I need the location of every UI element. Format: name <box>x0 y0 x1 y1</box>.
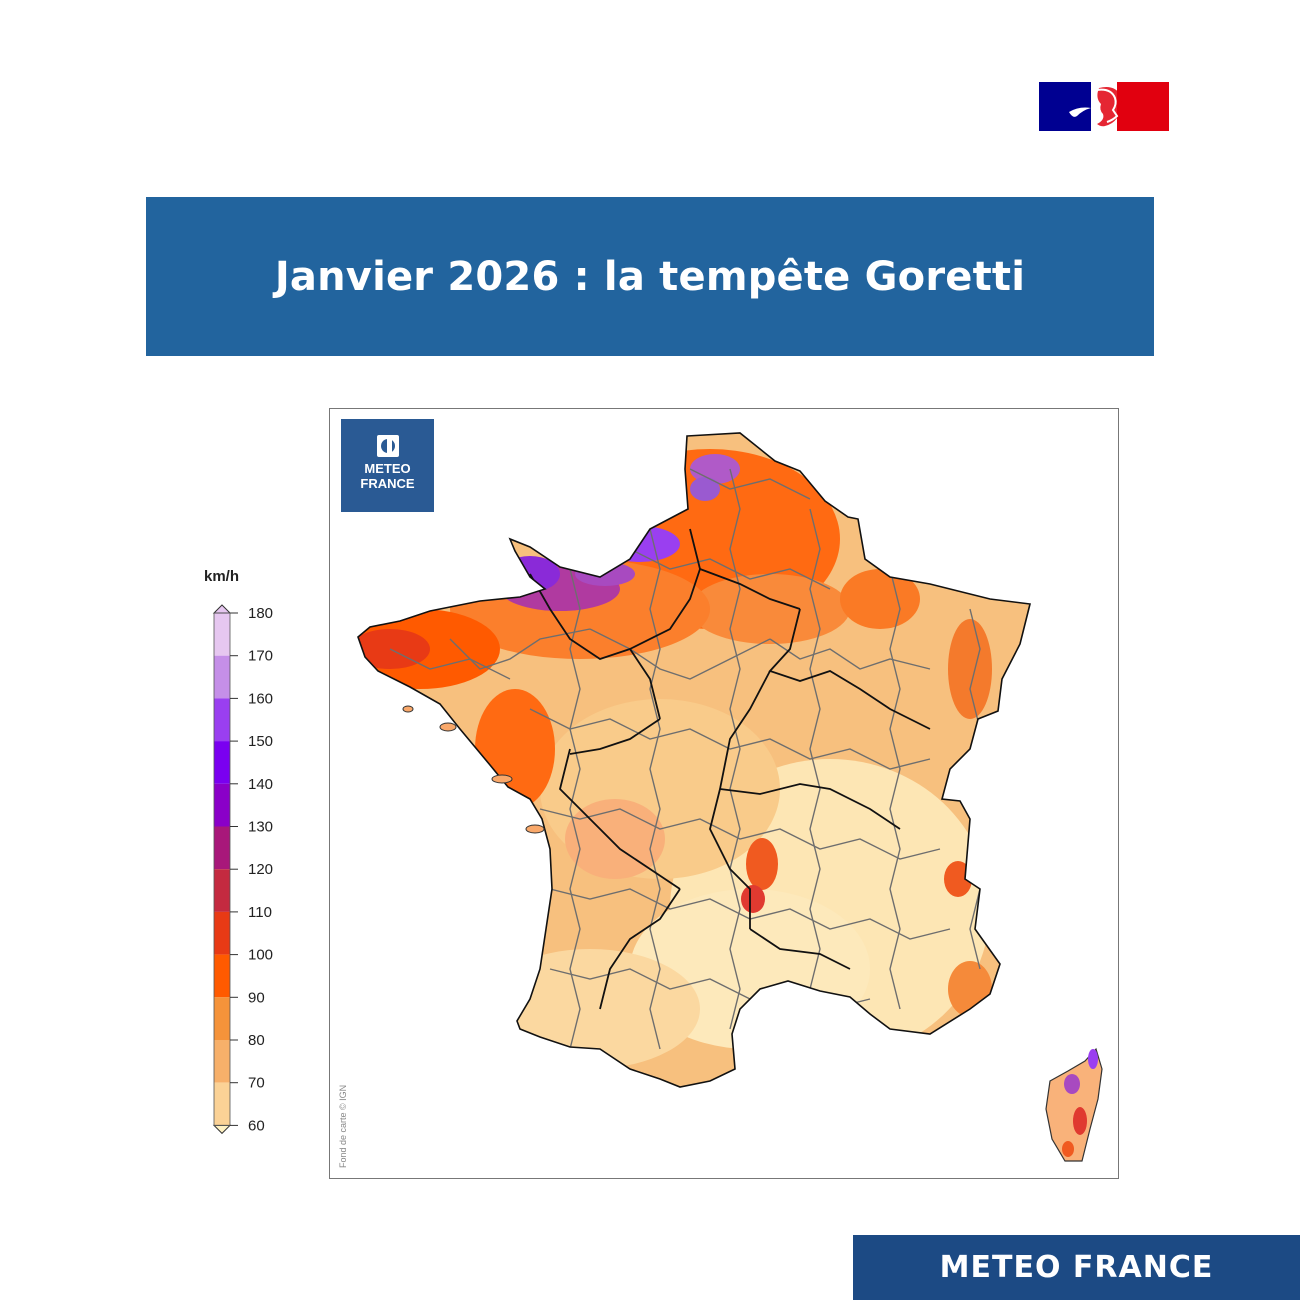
legend-color-step <box>214 655 230 699</box>
footer-brand-text: METEO FRANCE <box>939 1250 1214 1285</box>
france-wind-gust-map <box>357 432 1103 1162</box>
legend-tick-label: 110 <box>248 904 272 921</box>
legend-tick-label: 150 <box>248 733 273 750</box>
legend-colorbar: 180 170 160 150 140 130 120 110 100 90 80 70 60 <box>212 604 273 1135</box>
legend-color-step <box>214 826 230 870</box>
legend-color-step <box>214 869 230 912</box>
legend-tick-label: 120 <box>248 861 273 878</box>
meteo-france-logo-text-1: METEO <box>364 461 411 476</box>
legend-tick-label: 170 <box>248 648 273 665</box>
meteo-france-logo-icon <box>376 435 399 457</box>
atlantic-islands <box>402 705 545 834</box>
legend-tick-label: 130 <box>248 819 273 836</box>
legend-unit: km/h <box>204 568 240 585</box>
legend-tick-label: 180 <box>248 605 273 622</box>
corsica-island <box>1045 1047 1103 1162</box>
wind-field <box>358 433 1030 1087</box>
legend-bottom-arrow <box>212 1124 232 1135</box>
meteo-france-logo-text-2: FRANCE <box>360 476 415 491</box>
title-banner: Janvier 2026 : la tempête Goretti <box>146 197 1154 356</box>
legend-top-arrow <box>212 604 232 614</box>
legend-color-step <box>214 954 230 998</box>
legend-tick-label: 160 <box>248 690 273 707</box>
legend-tick-label: 80 <box>248 1032 265 1049</box>
marianne-flag-logo <box>1039 82 1169 131</box>
legend-color-step <box>214 698 230 742</box>
legend-tick-label: 90 <box>248 989 265 1006</box>
legend-color-step <box>214 997 230 1040</box>
legend-color-step <box>214 741 230 784</box>
legend-color-step <box>214 613 230 656</box>
region-borders <box>529 528 931 1010</box>
wind-speed-legend: km/h 180 170 160 150 140 130 120 110 100 90 80 70 60 <box>196 565 306 1145</box>
legend-color-step <box>214 1082 230 1126</box>
legend-tick-label: 70 <box>248 1075 265 1092</box>
map-panel: METEO FRANCE Fond de carte © IGN <box>329 408 1119 1179</box>
footer-brand-band: METEO FRANCE <box>853 1235 1300 1300</box>
legend-color-step <box>214 1040 230 1083</box>
legend-color-step <box>214 911 230 955</box>
legend-color-step <box>214 783 230 827</box>
page-title: Janvier 2026 : la tempête Goretti <box>274 253 1026 300</box>
legend-tick-label: 60 <box>248 1117 265 1134</box>
map-credit: Fond de carte © IGN <box>338 1084 348 1168</box>
legend-tick-label: 140 <box>248 776 273 793</box>
meteo-france-logo: METEO FRANCE <box>341 419 434 512</box>
legend-tick-label: 100 <box>248 947 273 964</box>
